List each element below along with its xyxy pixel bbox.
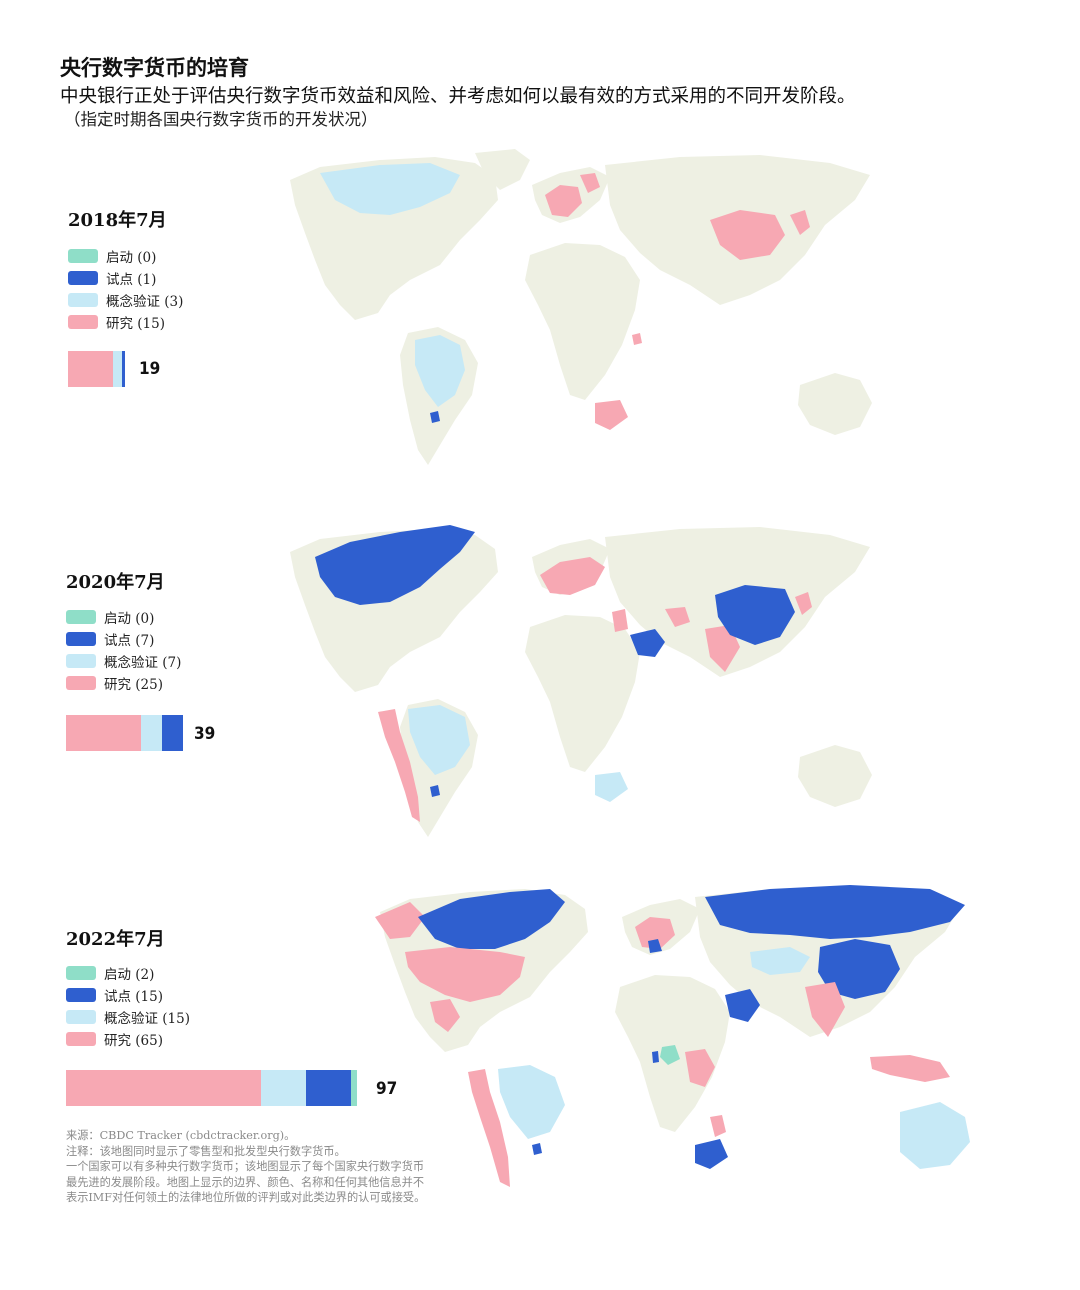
disclaimer: 一个国家可以有多种央行数字货币；该地图显示了每个国家央行数字货币最先进的发展阶段… bbox=[66, 1160, 426, 1204]
legend-swatch-research bbox=[66, 676, 96, 690]
legend-item-research: 研究 (15) bbox=[68, 311, 183, 333]
note-line: 注释：该地图同时显示了零售型和批发型央行数字货币。 bbox=[66, 1144, 346, 1158]
legend-swatch-poc bbox=[68, 293, 98, 307]
legend-item-launched: 启动 (2) bbox=[66, 962, 190, 984]
legend-swatch-launched bbox=[66, 966, 96, 980]
map-cbdc-countries bbox=[315, 525, 812, 822]
legend-label: 研究 (15) bbox=[106, 316, 166, 332]
legend: 启动 (0) 试点 (1) 概念验证 (3) 研究 (15) bbox=[68, 245, 183, 333]
bar-segment-pilot bbox=[306, 1070, 351, 1106]
stacked-bar bbox=[68, 351, 125, 387]
legend-label: 启动 (0) bbox=[106, 250, 157, 266]
legend-label: 试点 (7) bbox=[104, 633, 155, 649]
map-cbdc-countries bbox=[375, 885, 970, 1187]
panel-year: 2020年7月 bbox=[66, 572, 165, 593]
map-cbdc-countries bbox=[320, 163, 810, 430]
stacked-bar bbox=[66, 1070, 357, 1106]
bar-segment-research bbox=[68, 351, 113, 387]
page-subtitle: 中央银行正处于评估央行数字货币效益和风险、并考虑如何以最有效的方式采用的不同开发… bbox=[60, 86, 856, 107]
legend-label: 试点 (15) bbox=[104, 989, 164, 1005]
legend-item-poc: 概念验证 (15) bbox=[66, 1006, 190, 1028]
total-count: 19 bbox=[139, 359, 161, 379]
legend-item-launched: 启动 (0) bbox=[66, 606, 181, 628]
source-line: 来源：CBDC Tracker (cbdctracker.org)。 bbox=[66, 1129, 296, 1142]
legend-swatch-pilot bbox=[66, 988, 96, 1002]
legend: 启动 (2) 试点 (15) 概念验证 (15) 研究 (65) bbox=[66, 962, 190, 1050]
world-map bbox=[290, 525, 872, 837]
legend-item-research: 研究 (25) bbox=[66, 672, 181, 694]
legend-swatch-research bbox=[66, 1032, 96, 1046]
page-note: （指定时期各国央行数字货币的开发状况） bbox=[64, 110, 378, 129]
bar-segment-pilot bbox=[162, 715, 183, 751]
bar-segment-pilot bbox=[122, 351, 125, 387]
bar-segment-launched bbox=[351, 1070, 357, 1106]
panel-year: 2018年7月 bbox=[68, 210, 167, 231]
source-note: 来源：CBDC Tracker (cbdctracker.org)。 注释：该地… bbox=[66, 1128, 426, 1206]
legend-item-research: 研究 (65) bbox=[66, 1028, 190, 1050]
legend-label: 启动 (2) bbox=[104, 967, 155, 983]
legend-label: 概念验证 (15) bbox=[104, 1011, 191, 1027]
legend-item-poc: 概念验证 (3) bbox=[68, 289, 183, 311]
panel-2018: 2018年7月 启动 (0) 试点 (1) 概念验证 (3) 研究 (15) 1… bbox=[0, 140, 1080, 485]
legend-item-poc: 概念验证 (7) bbox=[66, 650, 181, 672]
legend-swatch-launched bbox=[68, 249, 98, 263]
legend-swatch-poc bbox=[66, 654, 96, 668]
bar-segment-proof-of-concept bbox=[141, 715, 162, 751]
total-count: 97 bbox=[376, 1079, 398, 1099]
bar-segment-proof-of-concept bbox=[261, 1070, 306, 1106]
legend-swatch-research bbox=[68, 315, 98, 329]
bar-segment-proof-of-concept bbox=[113, 351, 122, 387]
legend-swatch-pilot bbox=[66, 632, 96, 646]
world-map bbox=[290, 149, 872, 465]
legend-item-pilot: 试点 (7) bbox=[66, 628, 181, 650]
panel-2022: 2022年7月 启动 (2) 试点 (15) 概念验证 (15) 研究 (65)… bbox=[0, 875, 1080, 1235]
legend: 启动 (0) 试点 (7) 概念验证 (7) 研究 (25) bbox=[66, 606, 181, 694]
bar-segment-research bbox=[66, 1070, 261, 1106]
legend-swatch-poc bbox=[66, 1010, 96, 1024]
legend-swatch-launched bbox=[66, 610, 96, 624]
page-title: 央行数字货币的培育 bbox=[60, 56, 249, 80]
bar-segment-research bbox=[66, 715, 141, 751]
stacked-bar bbox=[66, 715, 183, 751]
legend-label: 研究 (25) bbox=[104, 677, 164, 693]
legend-item-pilot: 试点 (15) bbox=[66, 984, 190, 1006]
legend-label: 试点 (1) bbox=[106, 272, 157, 288]
legend-item-launched: 启动 (0) bbox=[68, 245, 183, 267]
total-count: 39 bbox=[194, 724, 216, 744]
legend-label: 研究 (65) bbox=[104, 1033, 164, 1049]
legend-label: 启动 (0) bbox=[104, 611, 155, 627]
legend-label: 概念验证 (7) bbox=[104, 655, 182, 671]
world-map bbox=[375, 885, 970, 1187]
legend-swatch-pilot bbox=[68, 271, 98, 285]
legend-item-pilot: 试点 (1) bbox=[68, 267, 183, 289]
panel-year: 2022年7月 bbox=[66, 929, 165, 950]
legend-label: 概念验证 (3) bbox=[106, 294, 184, 310]
panel-2020: 2020年7月 启动 (0) 试点 (7) 概念验证 (7) 研究 (25) 3… bbox=[0, 515, 1080, 855]
